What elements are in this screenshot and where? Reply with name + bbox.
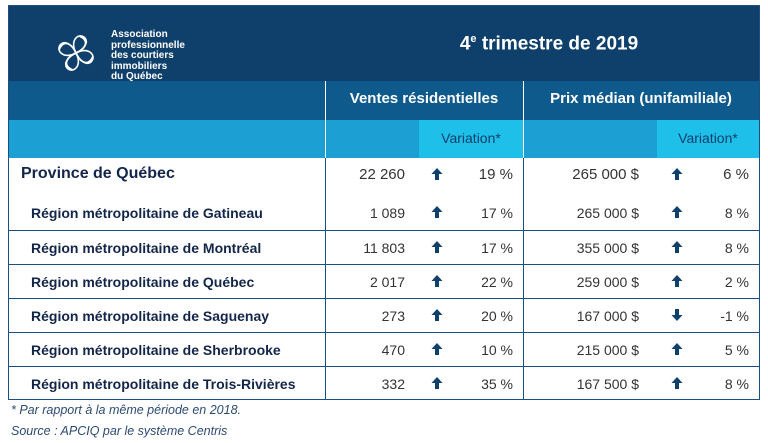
sales-value: 22 260 (359, 166, 405, 183)
region-label: Province de Québec (21, 165, 175, 182)
sales-value: 1 089 (369, 205, 405, 221)
region-label: Région métropolitaine de Saguenay (31, 308, 270, 324)
organization-name-line: des courtiers (111, 50, 174, 61)
median-price-value: 265 000 $ (576, 205, 639, 221)
subheader-band (9, 120, 759, 158)
sales-variation-value: 19 % (478, 166, 513, 183)
price-variation-header: Variation* (678, 130, 738, 146)
table-row: Région métropolitaine de Sherbrooke 470 10… (9, 332, 759, 366)
median-price-value: 167 500 $ (576, 376, 639, 392)
price-variation-value: 8 % (724, 376, 749, 392)
arrow-up-icon (670, 167, 684, 181)
title-text: trimestre de 2019 (476, 33, 639, 55)
sales-variation-header-cell (419, 120, 523, 158)
region-label: Région métropolitaine de Trois-Rivières (31, 376, 296, 392)
stats-table: Association professionnelle des courtier… (8, 5, 760, 400)
column-header-band (9, 81, 759, 120)
arrow-up-icon (670, 205, 684, 219)
arrow-up-icon (430, 274, 444, 288)
table-row: Région métropolitaine de Montréal 11 803 1… (9, 230, 759, 264)
arrow-up-icon (430, 308, 444, 322)
column-divider (325, 158, 326, 399)
sales-value: 332 (381, 376, 405, 392)
arrow-up-icon (430, 205, 444, 219)
price-variation-value: 6 % (723, 166, 749, 183)
sales-variation-value: 17 % (481, 240, 513, 256)
organization-name: Association professionnelle des courtier… (111, 29, 185, 83)
arrow-up-icon (670, 240, 684, 254)
column-divider (523, 158, 524, 399)
arrow-up-icon (430, 376, 444, 390)
title-superscript: e (470, 33, 477, 45)
column-divider (325, 81, 326, 158)
region-label: Région métropolitaine de Québec (31, 274, 255, 290)
sales-value: 11 803 (363, 240, 405, 256)
price-variation-value: 8 % (724, 205, 749, 221)
sales-column-header: Ventes résidentielles (349, 90, 499, 107)
sales-value: 273 (381, 308, 405, 324)
median-price-value: 215 000 $ (576, 342, 639, 358)
sales-variation-value: 35 % (481, 376, 513, 392)
page-title: 4e trimestre de 2019 (349, 33, 749, 55)
arrow-up-icon (670, 274, 684, 288)
median-price-value: 167 000 $ (576, 308, 639, 324)
sales-value: 2 017 (369, 274, 405, 290)
region-label: Région métropolitaine de Montréal (31, 240, 262, 256)
arrow-up-icon (670, 376, 684, 390)
region-label: Région métropolitaine de Gatineau (31, 205, 263, 221)
sales-variation-value: 17 % (481, 205, 513, 221)
organization-name-line: Association (111, 29, 168, 40)
price-column-header: Prix médian (unifamiliale) (550, 90, 732, 107)
median-price-value: 355 000 $ (576, 240, 639, 256)
arrow-up-icon (670, 342, 684, 356)
table-row: Région métropolitaine de Québec 2 017 22 %… (9, 264, 759, 298)
organization-name-line: du Québec (111, 71, 163, 82)
organization-name-line: professionnelle (111, 39, 185, 51)
flower-logo-icon (58, 35, 94, 71)
table-row: Région métropolitaine de Gatineau 1 089 17… (9, 196, 759, 230)
column-divider (523, 81, 524, 158)
price-variation-header-cell (657, 120, 759, 158)
price-variation-value: 8 % (724, 240, 749, 256)
arrow-up-icon (430, 240, 444, 254)
price-variation-value: -1 % (720, 308, 749, 324)
region-label: Région métropolitaine de Sherbrooke (31, 342, 281, 358)
sales-value: 470 (381, 342, 405, 358)
median-price-value: 265 000 $ (572, 166, 639, 183)
title-number: 4 (459, 33, 471, 55)
table-row: Région métropolitaine de Saguenay 273 20 %… (9, 298, 759, 332)
table-row: Région métropolitaine de Trois-Rivières 3… (9, 366, 759, 400)
price-variation-value: 2 % (724, 274, 749, 290)
sales-variation-value: 10 % (481, 342, 513, 358)
title-band (9, 6, 759, 81)
sales-variation-value: 20 % (481, 308, 513, 324)
organization-name-line: immobiliers (111, 60, 168, 72)
table-row: Province de Québec 22 260 19 % 265 000 $ 6 % (9, 158, 759, 196)
source-note: Source : APCIQ par le système Centris (11, 424, 228, 438)
footnote: * Par rapport à la même période en 2018. (11, 403, 241, 417)
median-price-value: 259 000 $ (576, 274, 639, 290)
sales-variation-value: 22 % (481, 274, 513, 290)
sales-variation-header: Variation* (441, 130, 501, 146)
arrow-down-icon (670, 308, 684, 322)
price-variation-value: 5 % (724, 342, 749, 358)
arrow-up-icon (430, 342, 444, 356)
arrow-up-icon (430, 167, 444, 181)
